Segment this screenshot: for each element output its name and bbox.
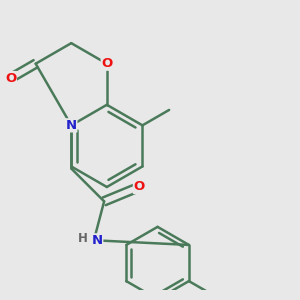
- Text: N: N: [66, 119, 77, 132]
- Text: N: N: [92, 234, 103, 247]
- Text: O: O: [134, 181, 145, 194]
- Text: O: O: [5, 72, 16, 85]
- Text: O: O: [101, 57, 112, 70]
- Text: H: H: [77, 232, 87, 245]
